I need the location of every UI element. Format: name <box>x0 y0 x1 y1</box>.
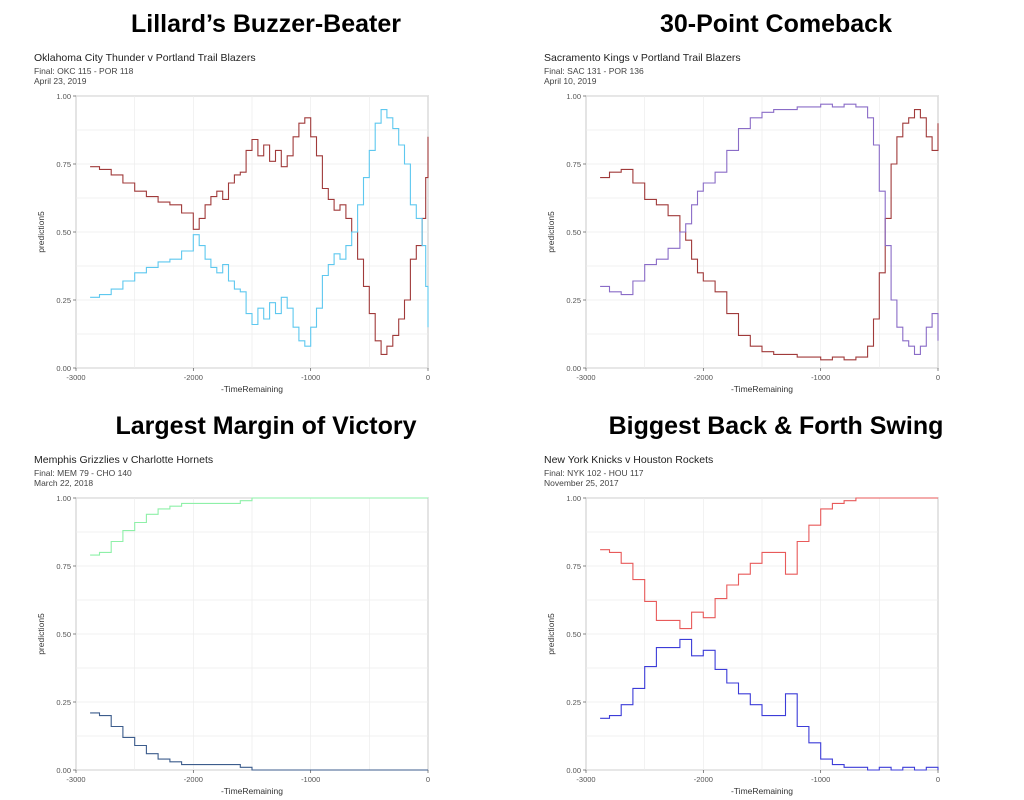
y-axis-label: prediction5 <box>36 613 46 655</box>
y-tick-label: 0.50 <box>56 228 71 237</box>
y-axis-label: prediction5 <box>36 211 46 253</box>
y-tick-label: 0.75 <box>56 562 71 571</box>
x-tick-label: -2000 <box>694 373 713 382</box>
chart-screenshot: Oklahoma City Thunder v Portland Trail B… <box>26 48 436 398</box>
y-tick-label: 0.50 <box>56 630 71 639</box>
x-tick-label: 0 <box>426 775 430 784</box>
x-tick-label: 0 <box>936 373 940 382</box>
x-tick-label: -1000 <box>811 775 830 784</box>
win-probability-chart: 0.00 0.25 0.50 0.75 1.00 -3000 -2000 -1000 0 -Tim… <box>536 48 946 398</box>
panel-lillard: Lillard’s Buzzer-Beater Oklahoma City Th… <box>26 8 506 398</box>
y-tick-label: 1.00 <box>56 92 71 101</box>
panel-comeback: 30-Point Comeback Sacramento Kings v Por… <box>536 8 1016 398</box>
panel-heading: 30-Point Comeback <box>536 10 1016 39</box>
y-tick-label: 0.75 <box>56 160 71 169</box>
x-tick-label: -2000 <box>694 775 713 784</box>
x-tick-label: -3000 <box>576 775 595 784</box>
y-tick-label: 0.25 <box>566 698 581 707</box>
y-axis-label: prediction5 <box>546 613 556 655</box>
panel-heading: Biggest Back & Forth Swing <box>536 412 1016 441</box>
panel-heading: Lillard’s Buzzer-Beater <box>26 10 506 39</box>
y-axis-label: prediction5 <box>546 211 556 253</box>
panel-heading: Largest Margin of Victory <box>26 412 506 441</box>
y-tick-label: 0.25 <box>566 296 581 305</box>
x-tick-label: -3000 <box>66 373 85 382</box>
x-tick-label: -1000 <box>301 775 320 784</box>
x-tick-label: 0 <box>936 775 940 784</box>
x-tick-label: -1000 <box>811 373 830 382</box>
x-tick-label: -2000 <box>184 775 203 784</box>
y-tick-label: 0.25 <box>56 698 71 707</box>
y-tick-label: 0.75 <box>566 562 581 571</box>
y-tick-label: 0.00 <box>56 766 71 775</box>
win-probability-chart: 0.00 0.25 0.50 0.75 1.00 -3000 -2000 -1000 0 -Tim… <box>26 450 436 800</box>
chart-screenshot: Memphis Grizzlies v Charlotte Hornets Fi… <box>26 450 436 800</box>
x-tick-label: -3000 <box>66 775 85 784</box>
x-tick-label: 0 <box>426 373 430 382</box>
y-tick-label: 1.00 <box>566 92 581 101</box>
chart-screenshot: Sacramento Kings v Portland Trail Blazer… <box>536 48 946 398</box>
y-tick-label: 0.25 <box>56 296 71 305</box>
x-tick-label: -2000 <box>184 373 203 382</box>
x-tick-label: -3000 <box>576 373 595 382</box>
y-tick-label: 0.00 <box>566 766 581 775</box>
y-tick-label: 0.50 <box>566 630 581 639</box>
y-tick-label: 1.00 <box>566 494 581 503</box>
y-tick-label: 0.50 <box>566 228 581 237</box>
win-probability-chart: 0.00 0.25 0.50 0.75 1.00 -3000 -2000 -1000 0 -Tim… <box>536 450 946 800</box>
y-tick-label: 0.00 <box>56 364 71 373</box>
x-axis-label: -TimeRemaining <box>731 384 793 394</box>
x-axis-label: -TimeRemaining <box>221 384 283 394</box>
chart-screenshot: New York Knicks v Houston Rockets Final:… <box>536 450 946 800</box>
y-tick-label: 1.00 <box>56 494 71 503</box>
x-axis-label: -TimeRemaining <box>731 786 793 796</box>
x-tick-label: -1000 <box>301 373 320 382</box>
panel-back-forth: Biggest Back & Forth Swing New York Knic… <box>536 410 1016 800</box>
panel-largest-margin: Largest Margin of Victory Memphis Grizzl… <box>26 410 506 800</box>
x-axis-label: -TimeRemaining <box>221 786 283 796</box>
y-tick-label: 0.75 <box>566 160 581 169</box>
win-probability-chart: 0.00 0.25 0.50 0.75 1.00 -3000 -2000 -1000 0 -Tim… <box>26 48 436 398</box>
y-tick-label: 0.00 <box>566 364 581 373</box>
